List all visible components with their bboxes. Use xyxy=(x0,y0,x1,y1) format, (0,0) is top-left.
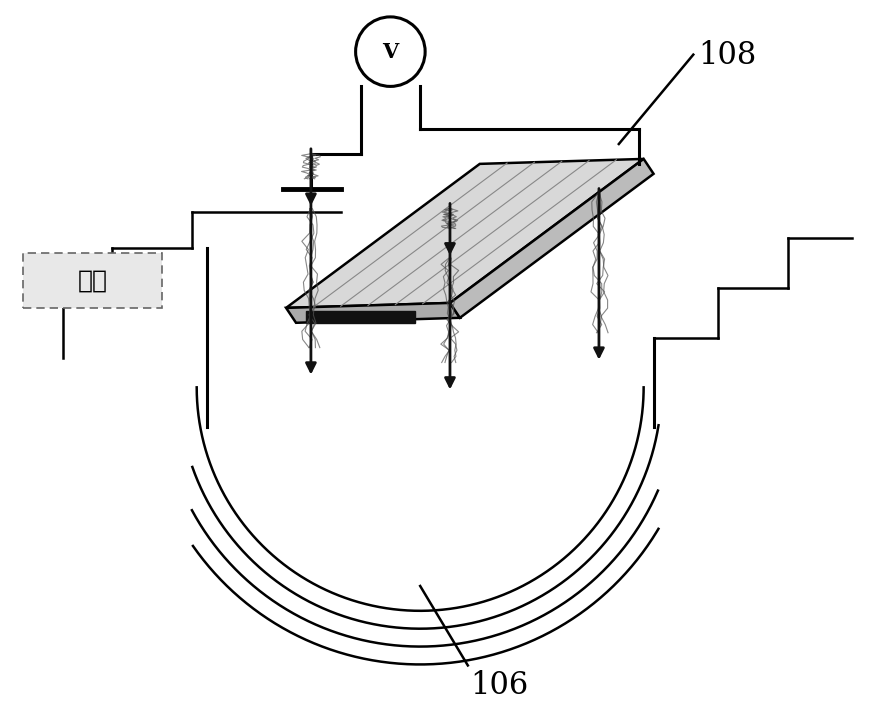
Polygon shape xyxy=(450,159,654,318)
Polygon shape xyxy=(306,311,415,323)
Text: 108: 108 xyxy=(699,40,756,71)
Text: 106: 106 xyxy=(470,671,528,701)
Bar xyxy=(23,253,162,308)
Text: V: V xyxy=(382,42,398,62)
Polygon shape xyxy=(286,303,460,323)
Polygon shape xyxy=(286,159,643,308)
Bar xyxy=(23,253,162,308)
Text: 气流: 气流 xyxy=(78,269,108,293)
